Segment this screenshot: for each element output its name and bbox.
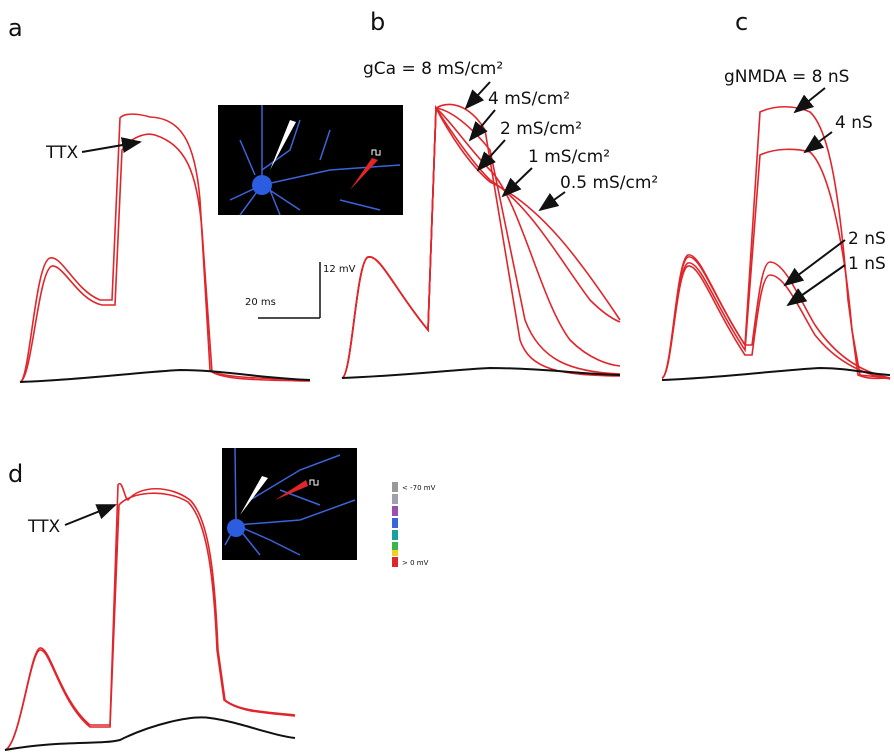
- arrow: [82, 142, 140, 152]
- annotation: 1 mS/cm²: [528, 147, 610, 167]
- arrow: [466, 82, 490, 108]
- legend-label: > 0 mV: [402, 559, 429, 567]
- annotation: 0.5 mS/cm²: [560, 173, 658, 193]
- scale-label: 20 ms: [245, 297, 276, 308]
- annotation: 1 nS: [848, 254, 886, 274]
- inset: [218, 105, 403, 215]
- panel-label: d: [8, 460, 23, 488]
- arrow: [540, 192, 565, 210]
- panel-label: b: [370, 8, 385, 36]
- annotation: gCa = 8 mS/cm²: [363, 59, 503, 79]
- annotation: 4 mS/cm²: [488, 89, 570, 109]
- figure: a TTX 12 mV 20 ms b gCa = 8 mS/cm² 4 mS/…: [0, 0, 894, 756]
- arrow: [785, 240, 845, 285]
- arrow: [503, 168, 532, 196]
- panel-label: a: [8, 14, 23, 42]
- color-legend: [392, 482, 398, 567]
- scale-label: 12 mV: [323, 264, 356, 275]
- arrow: [795, 88, 825, 112]
- panel-label: c: [735, 8, 748, 36]
- arrow: [65, 505, 115, 525]
- arrow: [788, 265, 845, 305]
- annotation: gNMDA = 8 nS: [724, 67, 849, 87]
- inset: [222, 448, 357, 560]
- annotation: 2 nS: [848, 229, 886, 249]
- annotation: 2 mS/cm²: [500, 119, 582, 139]
- annotation: TTX: [45, 143, 78, 163]
- annotation: TTX: [27, 517, 60, 537]
- legend-label: < -70 mV: [402, 484, 436, 492]
- annotation: 4 nS: [835, 113, 873, 133]
